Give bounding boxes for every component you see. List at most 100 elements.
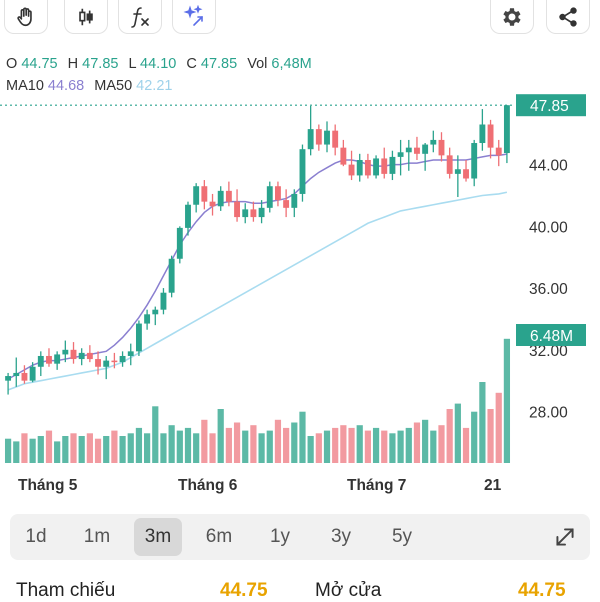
y-tick-label: 36.00: [529, 281, 568, 298]
period-1d[interactable]: 1d: [25, 526, 47, 547]
candle-body: [414, 147, 420, 154]
candle-body: [463, 169, 469, 179]
period-1m[interactable]: 1m: [83, 526, 111, 547]
drawing-tools-button[interactable]: [172, 0, 216, 34]
candle-body: [46, 355, 52, 364]
volume-bar: [184, 427, 192, 463]
x-tick-label: Tháng 6: [178, 477, 238, 494]
hand-tool-button[interactable]: [4, 0, 48, 34]
volume-bar: [217, 409, 224, 463]
candle-body: [430, 139, 437, 145]
share-icon: [559, 6, 577, 27]
expand-icon[interactable]: [552, 524, 578, 550]
volume-value: 6,48M: [271, 56, 312, 72]
period-3y[interactable]: 3y: [330, 526, 352, 547]
candle-body: [13, 372, 20, 377]
candle-body: [127, 351, 134, 356]
candle-body: [185, 204, 191, 228]
ma-line: MA10 44.68 MA50 42.21: [6, 75, 318, 97]
volume-bar: [430, 430, 437, 463]
candle-body: [503, 105, 510, 154]
x-tick-label: Tháng 7: [347, 477, 406, 494]
volume-bar: [70, 433, 77, 463]
candle-body: [193, 186, 200, 205]
candle-body: [405, 147, 412, 153]
volume-bar: [21, 433, 28, 463]
volume-bar: [495, 392, 502, 463]
candle-body: [176, 227, 183, 259]
volume-bar: [168, 425, 175, 463]
volume-bar: [364, 430, 372, 463]
volume-bar: [299, 411, 306, 463]
volume-bar: [143, 433, 151, 463]
volume-bar: [4, 438, 12, 463]
volume-bar: [111, 430, 118, 463]
candle-body: [119, 355, 126, 363]
volume-bar: [323, 430, 331, 463]
volume-bar: [356, 425, 363, 463]
candle-body: [242, 209, 249, 218]
candle-body: [291, 193, 298, 208]
candle-body: [225, 190, 232, 202]
volume-bar: [86, 433, 93, 463]
volume-bar: [274, 419, 282, 463]
close-label: C: [186, 56, 197, 72]
volume-bar: [258, 433, 265, 463]
candle-body: [356, 159, 363, 176]
candle-body: [103, 360, 110, 367]
candle-body: [307, 129, 314, 150]
volume-bar: [446, 409, 453, 463]
candle-body: [422, 144, 429, 154]
indicators-button[interactable]: [118, 0, 162, 34]
candle-body: [37, 355, 44, 367]
period-1y[interactable]: 1y: [269, 526, 291, 547]
close-value: 47.85: [200, 56, 238, 72]
y-tick-label: 44.00: [529, 158, 568, 175]
candle-body: [234, 201, 241, 218]
candle-body: [340, 147, 347, 165]
volume-bar: [103, 436, 110, 463]
volume-bar: [193, 433, 200, 463]
candle-body: [495, 147, 502, 156]
volume-bar: [372, 427, 380, 463]
volume-bar: [389, 433, 396, 463]
y-tick-label: 32.00: [529, 343, 568, 360]
candle-body: [397, 152, 404, 157]
candle-body: [29, 366, 36, 381]
candle-body: [62, 349, 69, 355]
volume-bar: [487, 409, 494, 463]
price-chart[interactable]: 48.0044.0040.0036.0032.0028.0047.856.48M…: [0, 0, 600, 505]
candle-body: [54, 354, 61, 364]
candle-body: [5, 376, 12, 381]
volume-bar: [422, 419, 429, 463]
x-tick-label: Tháng 5: [18, 477, 78, 494]
reference-value: 44.75: [220, 580, 268, 601]
chart-type-button[interactable]: [64, 0, 108, 34]
volume-bar: [454, 403, 461, 463]
volume-bar: [62, 436, 69, 463]
candle-body: [389, 156, 396, 174]
volume-bar: [37, 436, 44, 463]
candle-body: [315, 129, 322, 145]
volume-bar: [94, 438, 102, 463]
period-3m[interactable]: 3m: [134, 518, 182, 556]
candle-body: [21, 372, 28, 381]
function-icon: [131, 6, 149, 28]
settings-icon: [503, 7, 521, 26]
volume-label: Vol: [247, 56, 268, 72]
last-price-label: 47.85: [530, 98, 569, 115]
share-button[interactable]: [546, 0, 590, 34]
candle-body: [266, 186, 273, 208]
period-5y[interactable]: 5y: [391, 526, 413, 547]
magic-icon: [183, 4, 203, 26]
candle-body: [250, 209, 257, 218]
volume-bar: [250, 425, 257, 463]
candle-body: [111, 360, 118, 363]
volume-bar: [462, 427, 470, 463]
period-6m[interactable]: 6m: [205, 526, 233, 547]
candle-body: [152, 309, 159, 315]
settings-button[interactable]: [490, 0, 534, 34]
hand-icon: [17, 7, 32, 26]
candle-body: [135, 323, 142, 352]
candle-body: [446, 155, 453, 174]
